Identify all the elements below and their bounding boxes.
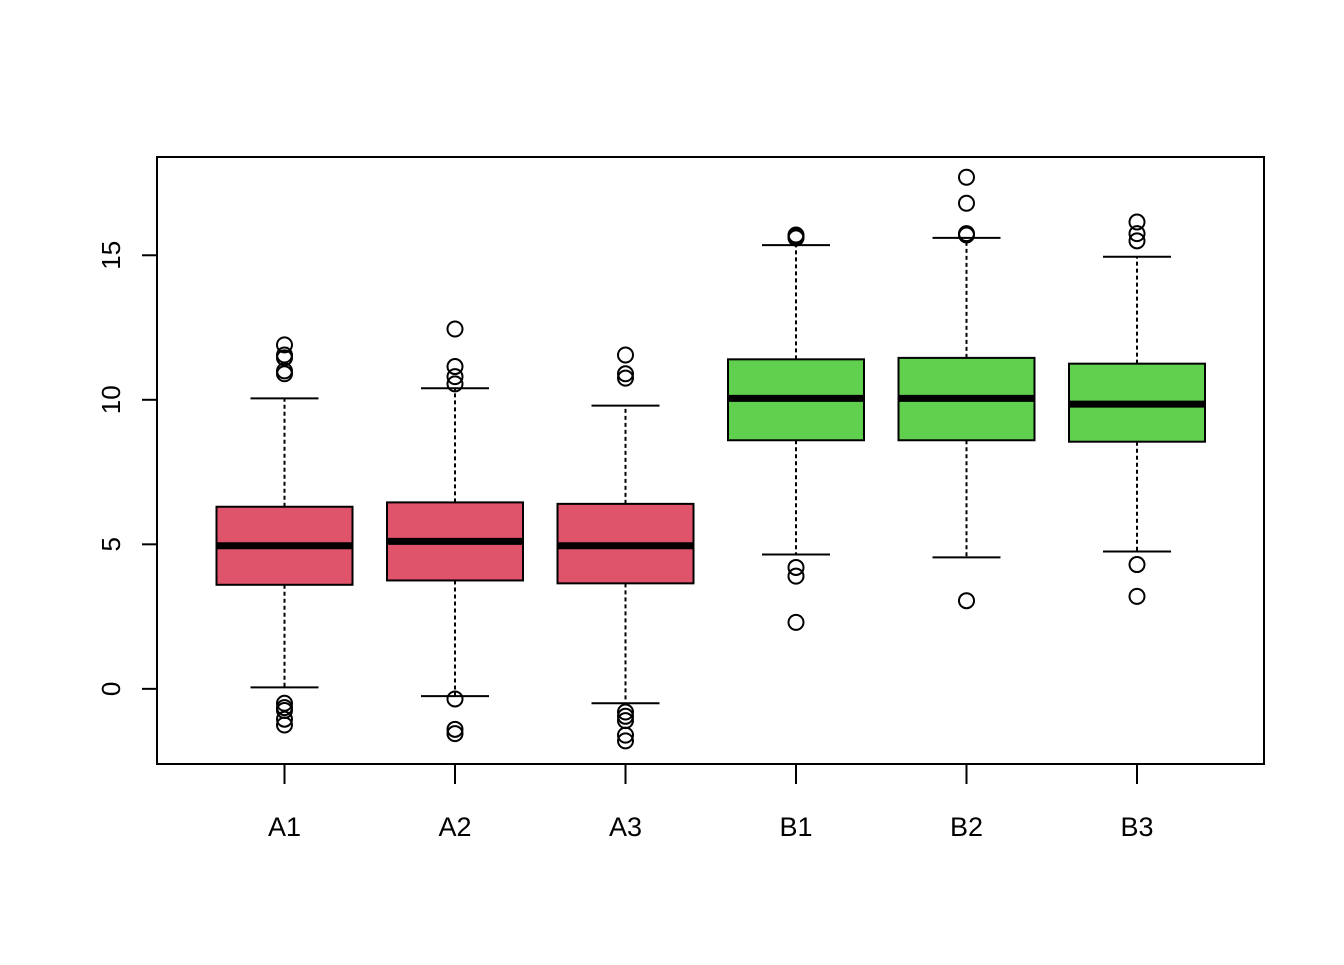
outlier-point	[787, 558, 805, 576]
box-group-a1	[215, 336, 354, 734]
outlier-point	[446, 320, 464, 338]
x-tick-label: B2	[950, 812, 983, 842]
box-group-a3	[556, 346, 695, 750]
x-tick-label: A1	[268, 812, 301, 842]
outlier-point	[446, 375, 464, 393]
outlier-point	[446, 720, 464, 738]
y-axis: 0 5 10 15	[96, 241, 157, 696]
outlier-point	[617, 369, 634, 387]
x-tick-label: B3	[1120, 812, 1153, 842]
outlier-point	[1128, 587, 1146, 605]
x-tick-label: B1	[779, 812, 812, 842]
outlier-point	[1128, 232, 1146, 250]
x-tick-label: A2	[438, 812, 471, 842]
box-group-b3	[1068, 213, 1206, 605]
outlier-point	[276, 716, 293, 734]
outlier-point	[276, 365, 293, 383]
outlier-point	[617, 707, 634, 725]
outlier-point	[276, 336, 293, 354]
x-axis: A1 A2 A3 B1 B2 B3	[268, 764, 1154, 842]
outlier-point	[446, 358, 464, 376]
y-tick-label: 10	[96, 385, 126, 414]
outlier-point	[958, 194, 975, 212]
box-group-a2	[386, 320, 524, 743]
y-tick-label: 0	[96, 682, 126, 696]
y-tick-label: 5	[96, 537, 126, 551]
box-group-b1	[727, 226, 865, 631]
outlier-point	[787, 613, 805, 631]
outlier-point	[958, 592, 975, 610]
outlier-point	[617, 703, 634, 721]
y-tick-label: 15	[96, 241, 126, 270]
outlier-point	[446, 690, 464, 708]
outlier-point	[617, 365, 634, 383]
outlier-point	[617, 726, 634, 744]
outlier-point	[1128, 213, 1146, 231]
outlier-point	[1128, 556, 1146, 574]
outlier-point	[276, 710, 293, 728]
plot-frame	[156, 156, 1265, 765]
outlier-point	[787, 229, 805, 247]
outlier-point	[787, 567, 805, 585]
outlier-point	[446, 368, 464, 386]
outlier-point	[958, 226, 975, 244]
plot-marks	[215, 168, 1206, 750]
outlier-point	[617, 732, 634, 750]
x-tick-label: A3	[609, 812, 642, 842]
outlier-point	[617, 346, 634, 364]
box-group-b2	[897, 168, 1036, 610]
outlier-point	[1128, 225, 1146, 243]
outlier-point	[446, 725, 464, 743]
outlier-point	[958, 168, 975, 186]
